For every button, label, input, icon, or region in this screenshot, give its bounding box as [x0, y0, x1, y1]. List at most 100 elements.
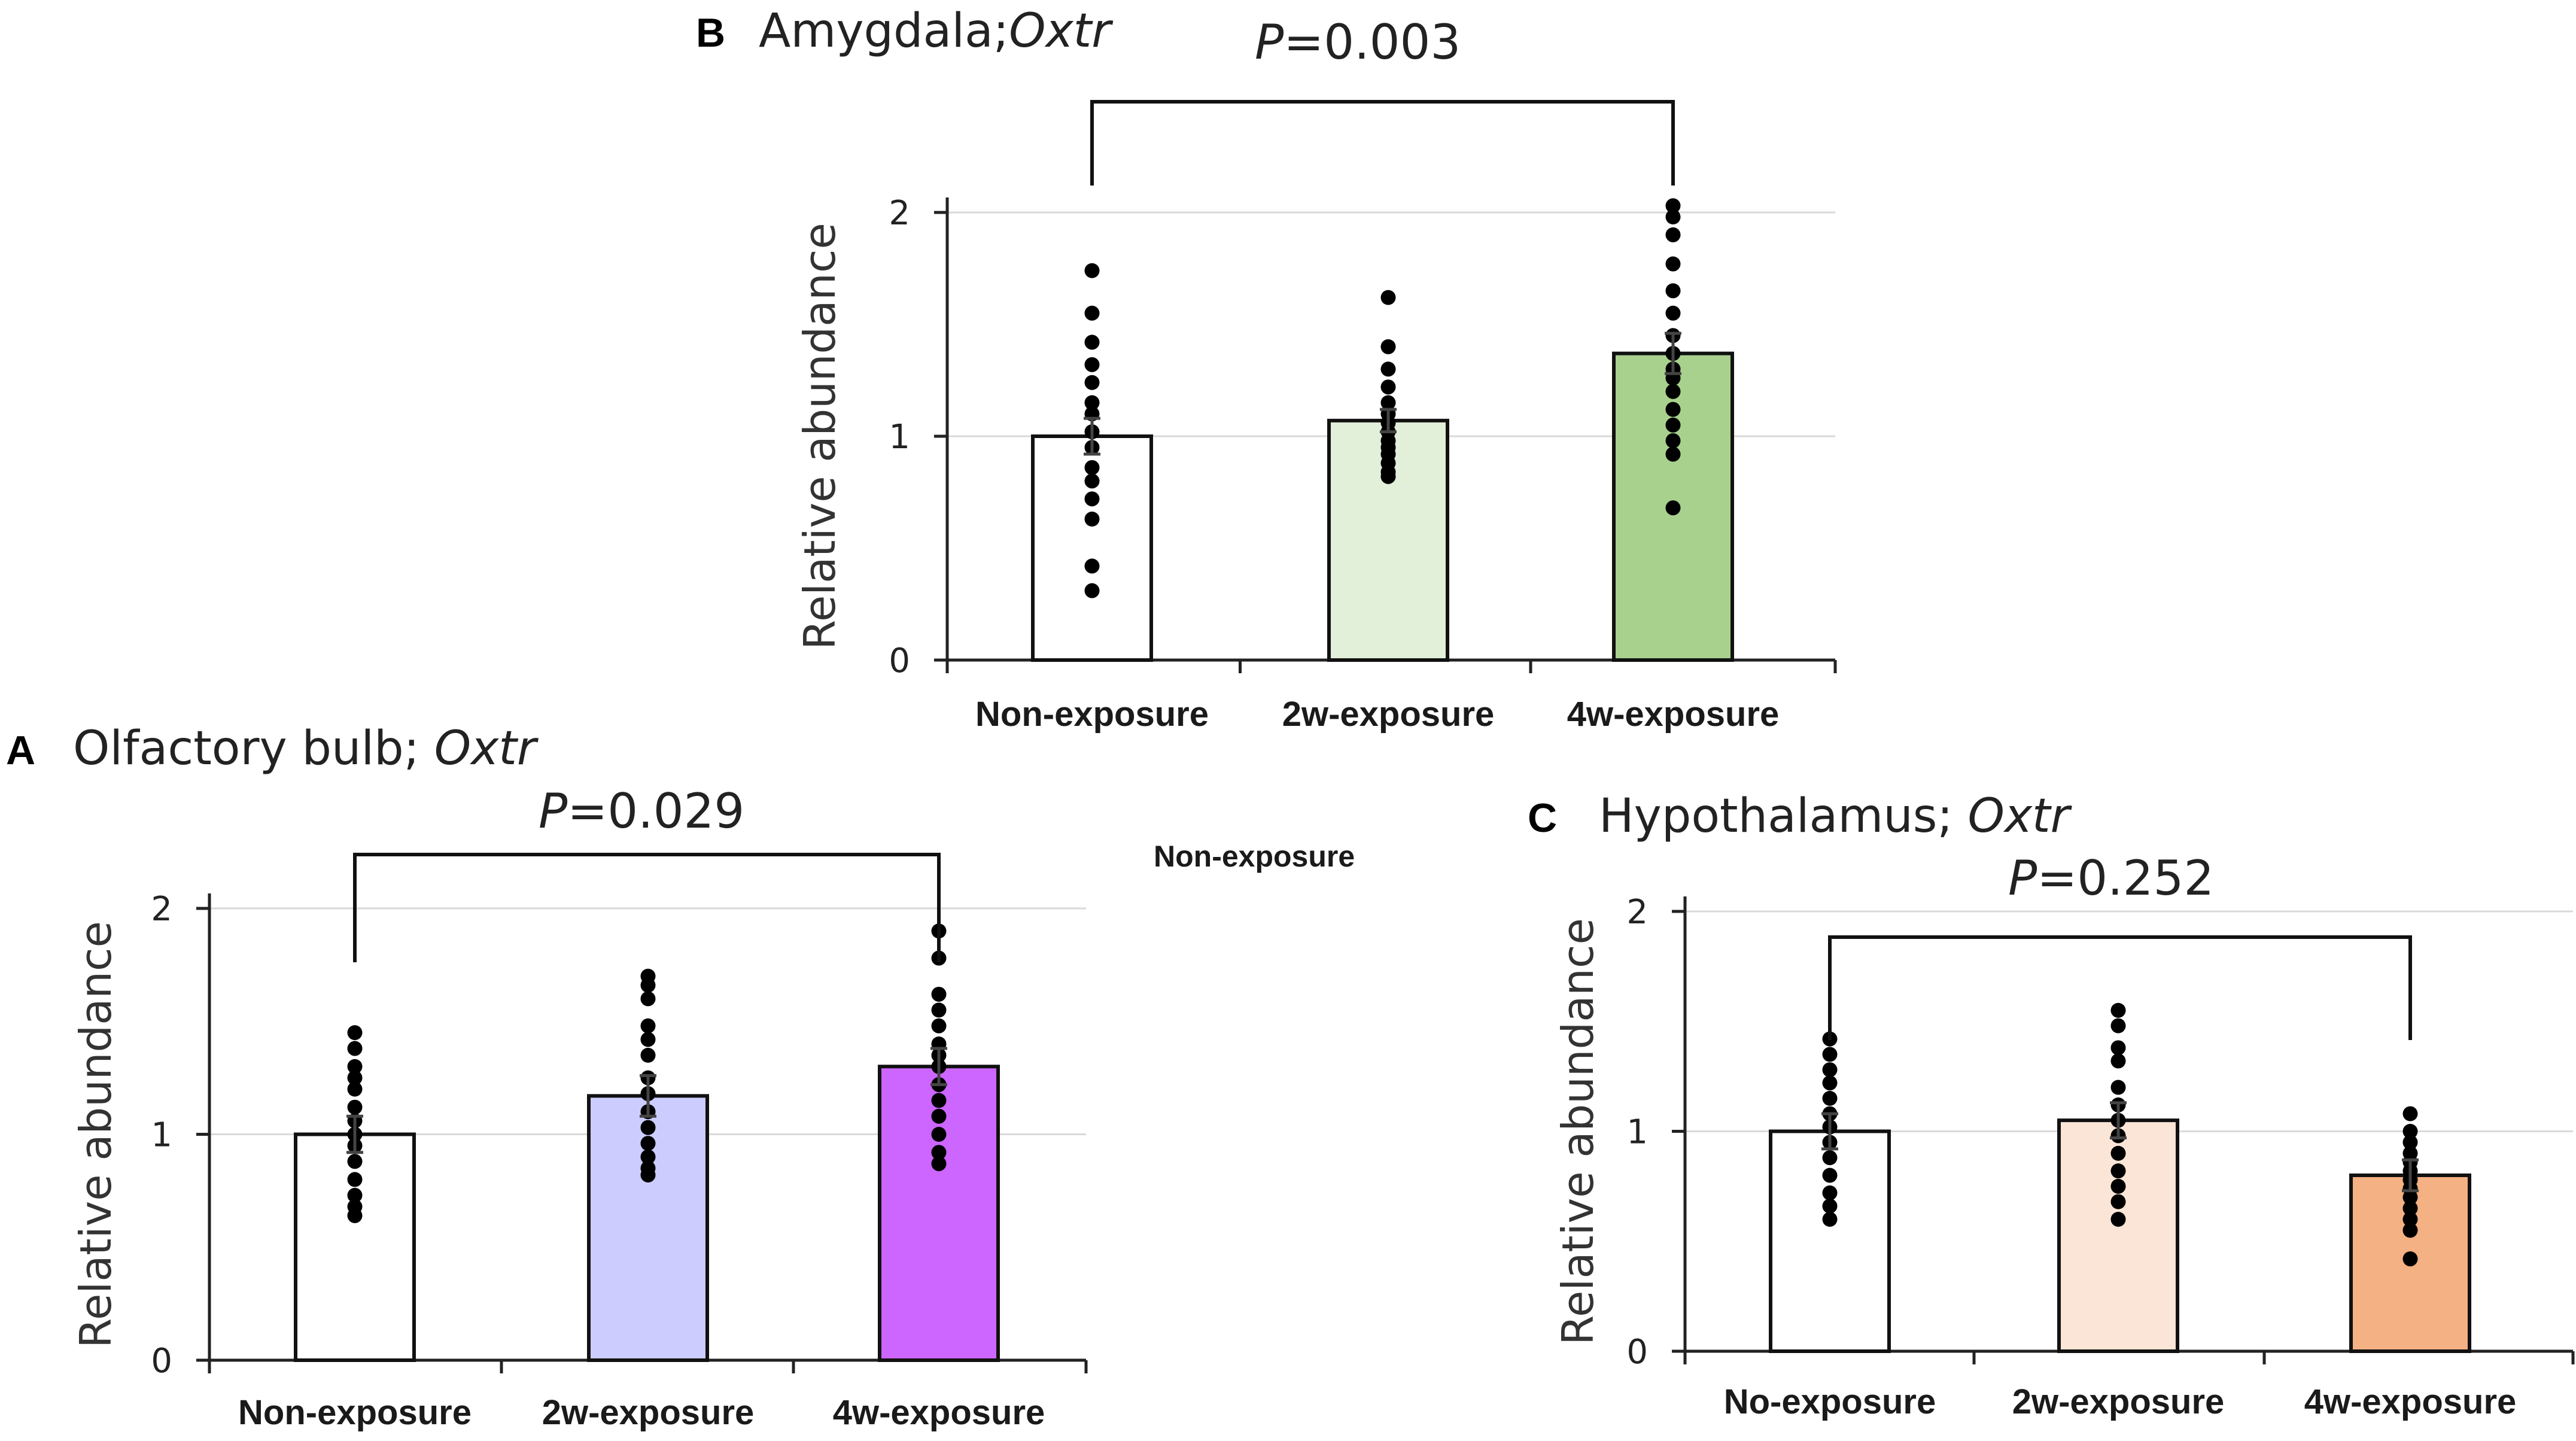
- panel-a-ytick-label-1: 1: [151, 1116, 172, 1155]
- panel-c-ytick-label-0: 0: [1626, 1333, 1648, 1372]
- panel-b-point-3-11: [1665, 384, 1681, 399]
- panel-a-ytick-label-2: 2: [151, 890, 172, 929]
- panel-a-point-2-6: [640, 1047, 656, 1063]
- panel-a-point-1-3: [347, 1059, 363, 1074]
- panel-b-point-3-13: [1665, 417, 1681, 433]
- panel-a-point-2-12: [640, 1149, 656, 1165]
- panel-c-point-3-2: [2402, 1124, 2418, 1139]
- panel-a-point-1-12: [347, 1187, 363, 1203]
- panel-c-point-3-9: [2402, 1190, 2418, 1205]
- panel-c-ytick-label-2: 2: [1626, 893, 1648, 932]
- panel-c-point-3-13: [2402, 1251, 2418, 1267]
- panel-a-bar-2: [587, 1094, 709, 1362]
- panel-a-point-3-10: [931, 1093, 947, 1108]
- panel-c-point-1-10: [1822, 1168, 1838, 1183]
- panel-b-point-1-5: [1084, 375, 1100, 390]
- panel-c-point-1-12: [1822, 1198, 1838, 1214]
- panel-a-errorbar-1: [346, 1114, 363, 1154]
- panel-a-point-1-5: [347, 1081, 363, 1097]
- panel-b-point-1-1: [1084, 263, 1100, 278]
- panel-c-errorbar-3: [2402, 1158, 2419, 1193]
- panel-b-point-3-14: [1665, 433, 1681, 448]
- panel-b-xtick-label-2: 2w-exposure: [1282, 695, 1495, 734]
- panel-a-point-2-4: [640, 1018, 656, 1033]
- panel-c-errorbar-2: [2110, 1101, 2127, 1140]
- panel-c-point-2-3: [2110, 1040, 2126, 1056]
- panel-c-point-2-9: [2110, 1145, 2126, 1161]
- panel-b-point-2-5: [1380, 395, 1396, 411]
- panel-b-point-2-3: [1380, 361, 1396, 377]
- panel-a-ytick-label-0: 0: [151, 1342, 172, 1381]
- panel-a-point-2-2: [640, 977, 656, 993]
- panel-c-point-1-9: [1822, 1150, 1838, 1166]
- panel-b-point-1-3: [1084, 335, 1100, 350]
- panel-b-point-3-5: [1665, 283, 1681, 299]
- panel-b-point-3-1: [1665, 198, 1681, 214]
- panel-a-point-2-10: [640, 1120, 656, 1135]
- panel-a-point-2-11: [640, 1136, 656, 1151]
- panel-a-point-2-5: [640, 1032, 656, 1047]
- panel-c-point-2-5: [2110, 1080, 2126, 1095]
- panel-a-letter: A: [6, 728, 35, 773]
- panel-b-amygdala: 0 1 2 Non-exposure 2w-exposure 4w-exposure P=0…: [696, 4, 1837, 734]
- panel-c-ytick-label-1: 1: [1626, 1113, 1648, 1152]
- panel-a-point-1-14: [347, 1208, 363, 1223]
- panel-a-point-1-10: [347, 1154, 363, 1169]
- panel-b-ytick-label-2: 2: [889, 194, 910, 233]
- panel-c-comparison-bracket: [1828, 935, 2412, 1040]
- panel-c-point-1-4: [1822, 1075, 1838, 1091]
- panel-a-point-3-14: [931, 1156, 947, 1172]
- panel-b-y-axis-label: Relative abundance: [795, 223, 845, 650]
- panel-c-point-3-1: [2402, 1106, 2418, 1121]
- panel-b-ytick-label-1: 1: [889, 418, 910, 457]
- panel-b-point-3-6: [1665, 305, 1681, 321]
- panel-c-title: Hypothalamus; Oxtr: [1599, 789, 2073, 843]
- panel-b-point-2-14: [1380, 469, 1396, 484]
- panel-a-point-1-2: [347, 1041, 363, 1056]
- panel-c-xtick-label-1: No-exposure: [1724, 1382, 1936, 1421]
- stray-label: Non-exposure: [1154, 840, 1355, 873]
- panel-a-xtick-label-3: 4w-exposure: [833, 1393, 1045, 1432]
- panel-a-point-3-13: [931, 1145, 947, 1160]
- panel-c-point-2-1: [2110, 1002, 2126, 1018]
- panel-b-errorbar-1: [1084, 417, 1100, 456]
- panel-b-errorbar-3: [1665, 332, 1681, 375]
- panel-b-point-3-12: [1665, 402, 1681, 417]
- panel-b-point-3-2: [1665, 209, 1681, 224]
- panel-a-point-1-11: [347, 1172, 363, 1187]
- panel-c-point-2-10: [2110, 1163, 2126, 1179]
- panel-c-point-3-12: [2402, 1223, 2418, 1238]
- panel-b-point-1-11: [1084, 473, 1100, 489]
- panel-b-point-1-14: [1084, 558, 1100, 574]
- panel-a-errorbar-2: [640, 1074, 656, 1118]
- panel-a-point-1-1: [347, 1025, 363, 1041]
- panel-b-point-3-4: [1665, 256, 1681, 272]
- panel-a-y-axis-label: Relative abundance: [71, 921, 121, 1348]
- panel-a-point-3-12: [931, 1127, 947, 1142]
- panel-c-point-3-3: [2402, 1135, 2418, 1150]
- panel-a-point-3-5: [931, 1018, 947, 1033]
- panel-b-point-3-15: [1665, 446, 1681, 462]
- panel-c-point-3-10: [2402, 1200, 2418, 1216]
- panel-c-xtick-label-3: 4w-exposure: [2304, 1382, 2517, 1421]
- panel-c-point-3-11: [2402, 1212, 2418, 1227]
- panel-c-point-1-2: [1822, 1047, 1838, 1062]
- panel-c-point-2-13: [2110, 1212, 2126, 1227]
- panel-a-title: Olfactory bulb; Oxtr: [73, 722, 539, 776]
- panel-b-point-3-16: [1665, 500, 1681, 516]
- panel-c-point-1-13: [1822, 1212, 1838, 1227]
- panel-b-point-2-1: [1380, 290, 1396, 305]
- panel-b-point-2-2: [1380, 339, 1396, 354]
- panel-a-p-value: P=0.029: [539, 783, 744, 839]
- panel-b-point-1-2: [1084, 305, 1100, 321]
- panel-b-point-1-6: [1084, 395, 1100, 411]
- panel-a-xtick-label-1: Non-exposure: [238, 1393, 472, 1432]
- panel-a-point-3-4: [931, 1002, 947, 1018]
- panel-b-errorbar-2: [1380, 408, 1397, 434]
- panel-a-point-3-3: [931, 986, 947, 1002]
- panel-c-p-value: P=0.252: [2008, 850, 2214, 906]
- panel-a-point-2-3: [640, 991, 656, 1007]
- panel-a-olfactory-bulb: 0 1 2 Non-exposure 2w-exposure 4w-exposure P=0…: [6, 722, 1088, 1432]
- panel-c-hypothalamus: 0 1 2 No-exposure 2w-exposure 4w-exposure P=0.…: [1528, 789, 2575, 1421]
